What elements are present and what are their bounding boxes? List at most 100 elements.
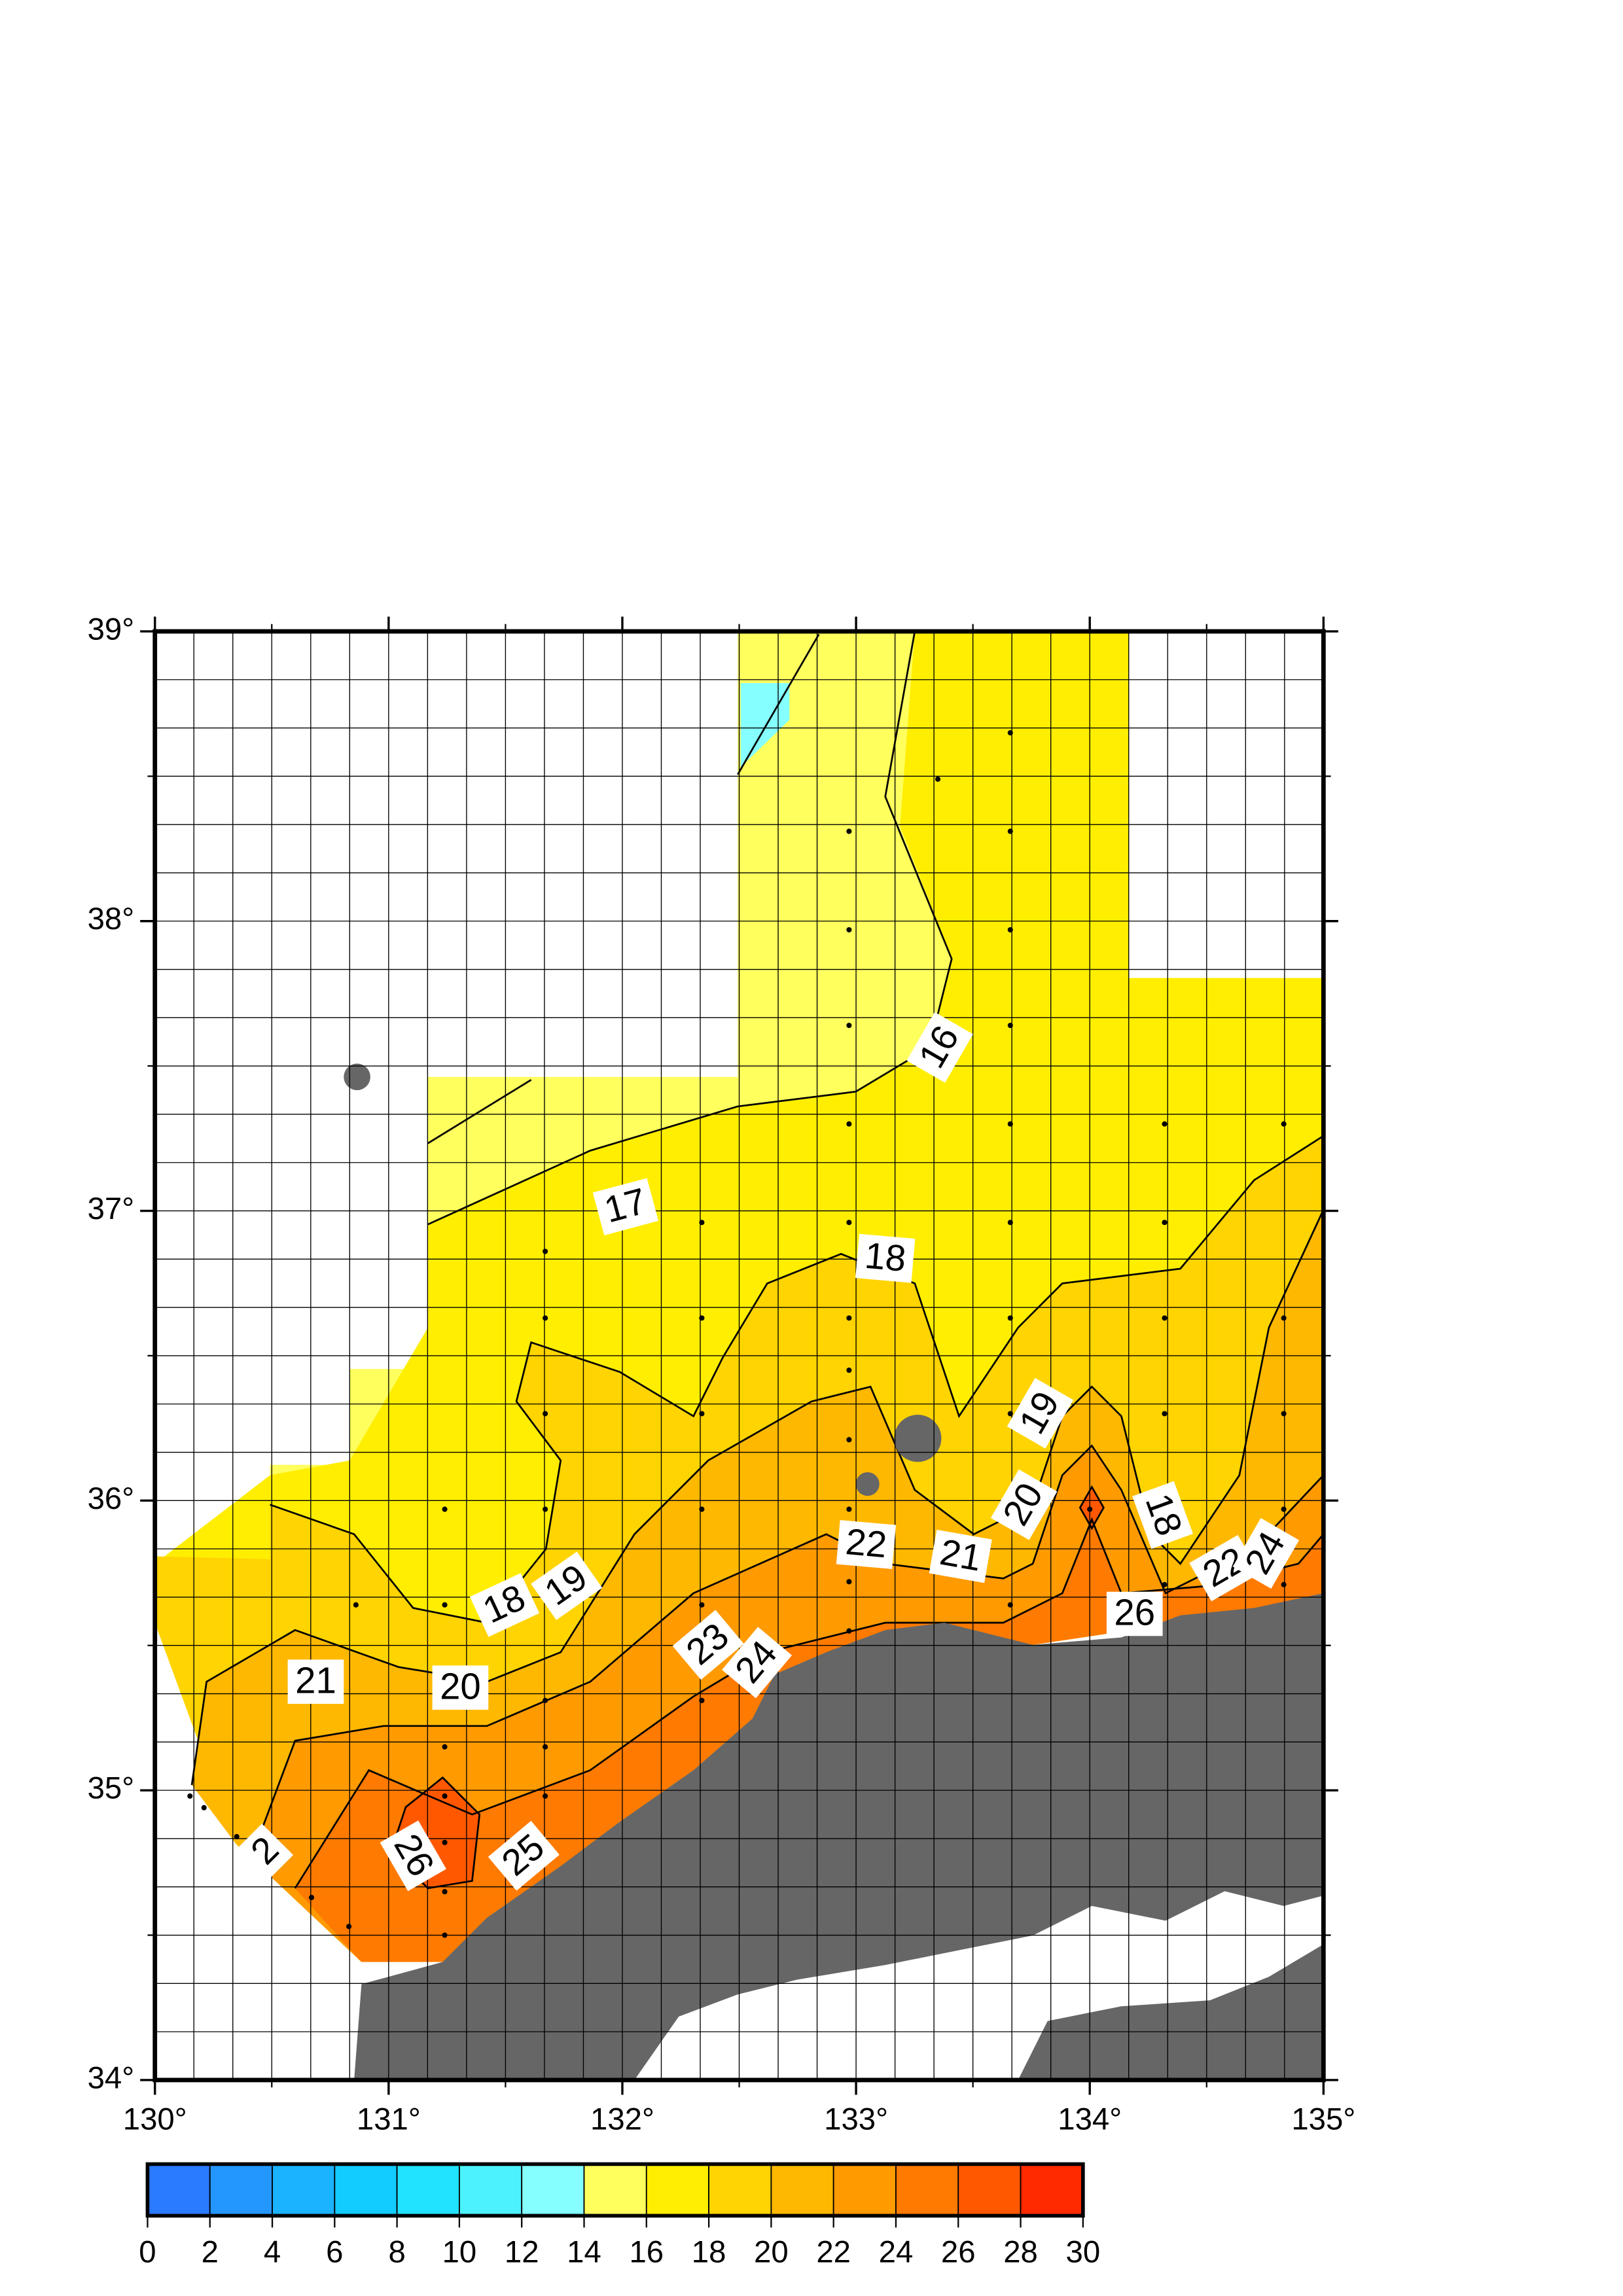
station xyxy=(1007,828,1013,834)
colorbar-segment xyxy=(770,2163,834,2217)
station xyxy=(442,1793,448,1799)
contour-label-box xyxy=(469,1573,540,1637)
contour-label: 18 xyxy=(855,1233,916,1283)
station xyxy=(846,1315,852,1321)
colorbar-tick-label: 2 xyxy=(202,2234,219,2269)
station xyxy=(1162,1315,1168,1321)
colorbar-segment xyxy=(583,2163,647,2217)
contour-label: 21 xyxy=(929,1529,992,1583)
station xyxy=(1007,1315,1013,1321)
station xyxy=(308,1894,315,1901)
station xyxy=(1087,1506,1093,1512)
contour-label-box xyxy=(990,1469,1058,1540)
station xyxy=(846,1023,852,1029)
contour-label-text: 26 xyxy=(1114,1592,1155,1633)
contour-label: 22 xyxy=(836,1520,897,1569)
contour-label-box xyxy=(531,1551,603,1620)
y-tick-label: 36° xyxy=(88,1481,135,1516)
colorbar-segment xyxy=(209,2163,273,2217)
station xyxy=(1162,1581,1168,1587)
station xyxy=(846,1579,852,1585)
contour-label-box xyxy=(380,1820,446,1892)
contour-label: 26 xyxy=(1106,1591,1163,1636)
x-tick-label: 133° xyxy=(824,2102,888,2137)
station xyxy=(201,1805,207,1810)
station xyxy=(846,1506,852,1512)
station xyxy=(846,1220,852,1226)
x-tick-label: 134° xyxy=(1058,2102,1122,2137)
x-tick-label: 132° xyxy=(590,2102,654,2137)
station xyxy=(699,1315,705,1321)
station xyxy=(699,1602,705,1608)
station xyxy=(846,828,852,834)
contour-label: 17 xyxy=(592,1178,659,1235)
station xyxy=(1281,1315,1287,1321)
contour-line xyxy=(427,631,953,1226)
colorbar-tick-label: 30 xyxy=(1066,2234,1101,2269)
station xyxy=(935,776,941,782)
station xyxy=(442,1506,448,1512)
coast-land xyxy=(1018,1944,1324,2080)
x-tick-label: 135° xyxy=(1291,2102,1355,2137)
island xyxy=(894,1415,942,1462)
contour-label: 20 xyxy=(432,1665,489,1710)
contour-label-text: 21 xyxy=(937,1531,985,1579)
x-tick-label: 130° xyxy=(123,2102,187,2137)
station xyxy=(1281,1506,1287,1512)
colorbar-segment xyxy=(1020,2163,1084,2217)
station xyxy=(1162,1411,1168,1417)
coast-land xyxy=(354,1593,1324,2080)
station xyxy=(699,1411,705,1417)
contour-label-box xyxy=(906,1012,973,1083)
station xyxy=(1162,1220,1168,1226)
y-tick-label: 37° xyxy=(88,1192,135,1226)
station xyxy=(699,1697,705,1703)
contour-label-text: 17 xyxy=(600,1180,651,1230)
island xyxy=(855,1472,880,1496)
station xyxy=(1007,730,1013,735)
contour-label-box xyxy=(1007,1377,1074,1449)
station xyxy=(353,1602,359,1608)
station xyxy=(543,1248,548,1254)
colorbar-segment xyxy=(957,2163,1022,2217)
contour-label-box xyxy=(1132,1481,1194,1549)
station xyxy=(543,1793,548,1799)
station xyxy=(442,1744,448,1750)
station xyxy=(442,1889,448,1895)
graticule xyxy=(154,631,1325,2081)
contour-label-box xyxy=(836,1520,897,1569)
contour-label-box xyxy=(1106,1591,1163,1636)
contour-label: 21 xyxy=(287,1659,344,1704)
station xyxy=(1007,927,1013,933)
contour-label-box xyxy=(722,1627,793,1699)
station xyxy=(846,927,852,933)
contour-label-box xyxy=(287,1659,344,1704)
station xyxy=(442,1932,448,1938)
station xyxy=(1281,1411,1287,1417)
colorbar: 0 2 4 6 8 10 12 14 16 18 20 22 24 26 28 30 xyxy=(139,2162,1101,2269)
contour-label-text: 20 xyxy=(440,1665,481,1706)
station xyxy=(699,1220,705,1226)
colorbar-segment xyxy=(708,2163,772,2217)
contour-line xyxy=(427,1079,532,1144)
station xyxy=(543,1411,548,1417)
stations xyxy=(187,730,1287,1938)
colorbar-tick-label: 20 xyxy=(754,2234,789,2269)
station xyxy=(1007,1602,1013,1608)
colorbar-segment xyxy=(832,2163,897,2217)
colorbar-tick-label: 16 xyxy=(629,2234,664,2269)
station xyxy=(846,1368,852,1373)
colorbar-tick-label: 4 xyxy=(264,2234,281,2269)
colorbar-segment xyxy=(895,2163,959,2217)
station xyxy=(699,1506,705,1512)
colorbar-tick-label: 14 xyxy=(567,2234,601,2269)
station xyxy=(234,1833,240,1840)
contour-label-box xyxy=(929,1529,992,1583)
station xyxy=(543,1697,548,1703)
station xyxy=(846,1628,852,1634)
colorbar-tick-label: 10 xyxy=(442,2234,477,2269)
contour-label-box xyxy=(488,1820,560,1891)
contour-label-box xyxy=(672,1610,744,1680)
colorbar-tick-label: 28 xyxy=(1003,2234,1038,2269)
